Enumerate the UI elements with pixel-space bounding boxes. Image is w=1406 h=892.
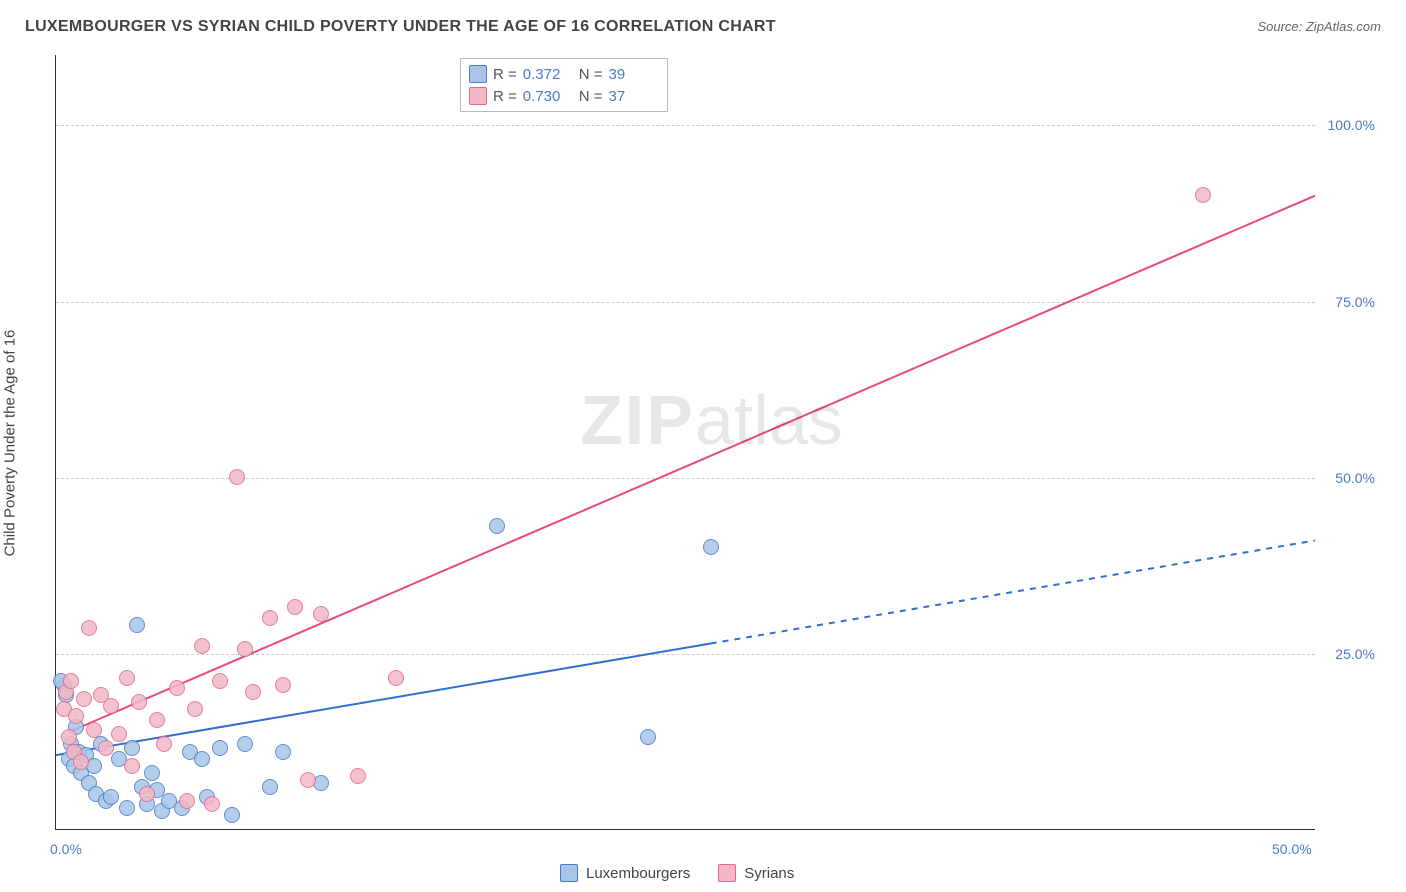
y-tick-label: 75.0% bbox=[1335, 294, 1375, 310]
scatter-point-syrians bbox=[73, 754, 89, 770]
scatter-point-luxembourgers bbox=[103, 789, 119, 805]
scatter-point-syrians bbox=[124, 758, 140, 774]
scatter-point-syrians bbox=[179, 793, 195, 809]
scatter-point-luxembourgers bbox=[119, 800, 135, 816]
scatter-point-luxembourgers bbox=[489, 518, 505, 534]
scatter-point-syrians bbox=[287, 599, 303, 615]
legend-item-luxembourgers: Luxembourgers bbox=[560, 864, 690, 882]
gridline bbox=[56, 125, 1315, 126]
scatter-point-syrians bbox=[245, 684, 261, 700]
y-axis-title: Child Poverty Under the Age of 16 bbox=[2, 329, 19, 556]
scatter-point-syrians bbox=[103, 698, 119, 714]
scatter-point-luxembourgers bbox=[144, 765, 160, 781]
stats-row-syrians: R = 0.730 N = 37 bbox=[469, 85, 659, 107]
n-label: N = bbox=[579, 88, 603, 105]
scatter-point-syrians bbox=[86, 722, 102, 738]
correlation-stats-legend: R = 0.372 N = 39 R = 0.730 N = 37 bbox=[460, 58, 668, 112]
scatter-point-syrians bbox=[187, 701, 203, 717]
scatter-point-luxembourgers bbox=[640, 729, 656, 745]
legend-swatch-luxembourgers bbox=[560, 864, 578, 882]
scatter-point-syrians bbox=[194, 638, 210, 654]
legend-label: Luxembourgers bbox=[586, 865, 690, 882]
trend-line-dashed-luxembourgers bbox=[711, 541, 1315, 644]
source-attribution: Source: ZipAtlas.com bbox=[1257, 19, 1381, 34]
r-label: R = bbox=[493, 88, 517, 105]
source-name: ZipAtlas.com bbox=[1306, 19, 1381, 34]
legend-swatch-syrians bbox=[718, 864, 736, 882]
scatter-point-syrians bbox=[98, 740, 114, 756]
scatter-point-syrians bbox=[139, 786, 155, 802]
scatter-point-syrians bbox=[388, 670, 404, 686]
scatter-point-luxembourgers bbox=[703, 539, 719, 555]
source-label: Source: bbox=[1257, 19, 1305, 34]
x-tick-label: 0.0% bbox=[50, 841, 82, 857]
scatter-point-syrians bbox=[1195, 187, 1211, 203]
scatter-point-syrians bbox=[204, 796, 220, 812]
chart-title: LUXEMBOURGER VS SYRIAN CHILD POVERTY UND… bbox=[25, 18, 776, 36]
scatter-point-syrians bbox=[262, 610, 278, 626]
trend-lines-layer bbox=[56, 55, 1315, 829]
r-value: 0.730 bbox=[523, 88, 573, 105]
scatter-point-syrians bbox=[237, 641, 253, 657]
r-label: R = bbox=[493, 66, 517, 83]
n-label: N = bbox=[579, 66, 603, 83]
scatter-point-syrians bbox=[350, 768, 366, 784]
swatch-luxembourgers bbox=[469, 65, 487, 83]
chart-header: LUXEMBOURGER VS SYRIAN CHILD POVERTY UND… bbox=[25, 18, 1381, 36]
scatter-point-luxembourgers bbox=[129, 617, 145, 633]
y-tick-label: 25.0% bbox=[1335, 646, 1375, 662]
scatter-point-luxembourgers bbox=[237, 736, 253, 752]
legend-label: Syrians bbox=[744, 865, 794, 882]
scatter-point-syrians bbox=[300, 772, 316, 788]
scatter-point-syrians bbox=[275, 677, 291, 693]
scatter-point-syrians bbox=[119, 670, 135, 686]
scatter-point-syrians bbox=[111, 726, 127, 742]
r-value: 0.372 bbox=[523, 66, 573, 83]
legend-item-syrians: Syrians bbox=[718, 864, 794, 882]
trend-line-syrians bbox=[69, 196, 1315, 732]
scatter-point-syrians bbox=[156, 736, 172, 752]
scatter-point-syrians bbox=[68, 708, 84, 724]
scatter-plot-area: 25.0%50.0%75.0%100.0%0.0%50.0% bbox=[55, 55, 1315, 830]
scatter-point-luxembourgers bbox=[275, 744, 291, 760]
scatter-point-syrians bbox=[76, 691, 92, 707]
stats-row-luxembourgers: R = 0.372 N = 39 bbox=[469, 63, 659, 85]
scatter-point-syrians bbox=[169, 680, 185, 696]
scatter-point-luxembourgers bbox=[124, 740, 140, 756]
y-tick-label: 50.0% bbox=[1335, 470, 1375, 486]
y-tick-label: 100.0% bbox=[1328, 117, 1375, 133]
scatter-point-syrians bbox=[229, 469, 245, 485]
scatter-point-syrians bbox=[131, 694, 147, 710]
scatter-point-syrians bbox=[149, 712, 165, 728]
swatch-syrians bbox=[469, 87, 487, 105]
scatter-point-luxembourgers bbox=[194, 751, 210, 767]
gridline bbox=[56, 302, 1315, 303]
scatter-point-syrians bbox=[63, 673, 79, 689]
n-value: 39 bbox=[609, 66, 659, 83]
x-tick-label: 50.0% bbox=[1272, 841, 1312, 857]
trend-line-luxembourgers bbox=[56, 644, 711, 756]
scatter-point-syrians bbox=[212, 673, 228, 689]
scatter-point-syrians bbox=[81, 620, 97, 636]
scatter-point-luxembourgers bbox=[262, 779, 278, 795]
n-value: 37 bbox=[609, 88, 659, 105]
series-legend: Luxembourgers Syrians bbox=[560, 864, 794, 882]
scatter-point-syrians bbox=[313, 606, 329, 622]
scatter-point-luxembourgers bbox=[212, 740, 228, 756]
scatter-point-luxembourgers bbox=[224, 807, 240, 823]
